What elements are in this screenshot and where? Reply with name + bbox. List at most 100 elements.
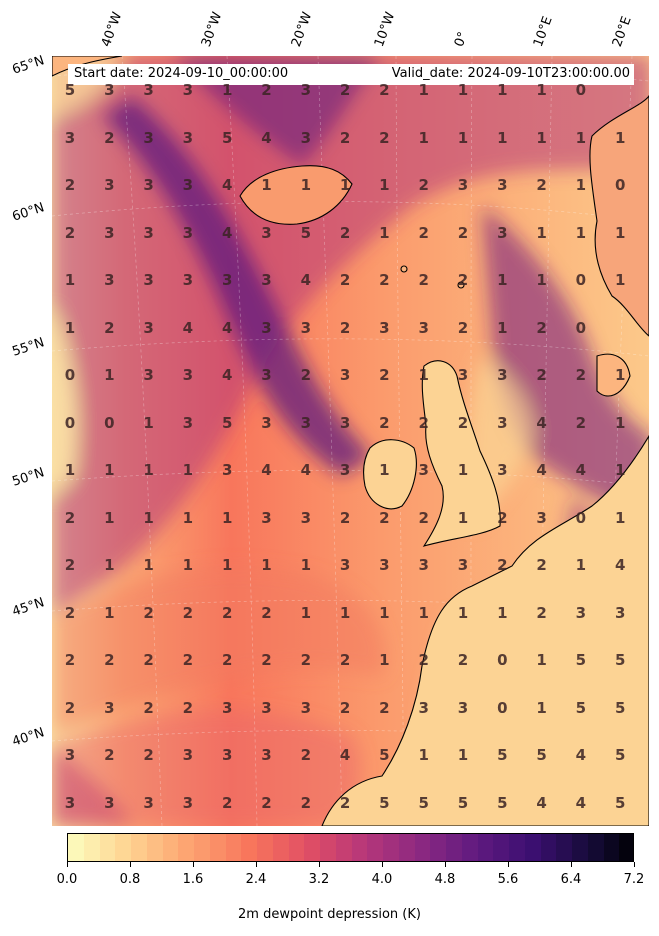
grid-value: 2 (575, 366, 587, 384)
colorbar-level (414, 834, 432, 861)
grid-value: 2 (339, 793, 351, 812)
grid-value: 1 (300, 603, 312, 622)
grid-value: 0 (497, 698, 508, 717)
grid-value: 0 (614, 176, 626, 194)
colorbar-level (99, 834, 117, 861)
grid-value: 4 (261, 461, 272, 479)
grid-value: 3 (182, 223, 194, 242)
iceland-outline (239, 165, 353, 225)
colorbar-level (131, 834, 148, 861)
grid-value: 2 (221, 603, 233, 622)
grid-value: 4 (536, 413, 547, 432)
grid-value: 2 (104, 746, 115, 764)
grid-value: 2 (457, 413, 469, 432)
grid-value: 3 (614, 603, 626, 622)
grid-value: 1 (614, 271, 626, 289)
lon-label: 30°W (198, 10, 226, 49)
colorbar-level (430, 834, 447, 861)
grid-value: 4 (536, 793, 547, 812)
grid-value: 1 (261, 556, 272, 574)
grid-value: 4 (575, 746, 587, 764)
grid-value: 3 (379, 318, 390, 337)
colorbar-tick-label: 3.2 (308, 872, 330, 887)
colorbar-level (461, 834, 479, 861)
colorbar-tickmark (67, 862, 68, 867)
grid-value: 1 (64, 271, 76, 289)
grid-value: 1 (104, 508, 115, 527)
grid-value: 1 (143, 413, 154, 432)
grid-value: 1 (497, 81, 508, 99)
grid-value: 1 (104, 603, 115, 622)
colorbar-level (446, 834, 463, 861)
valid-date: Valid_date: 2024-09-10T23:00:00.00 (391, 66, 630, 81)
grid-value: 2 (575, 413, 587, 432)
grid-value: 5 (614, 651, 626, 669)
grid-value: 3 (64, 746, 76, 764)
colorbar-tick-label: 0.8 (119, 872, 141, 887)
colorbar-level (83, 834, 101, 861)
lat-label: 60°N (10, 200, 47, 225)
grid-value: 2 (497, 556, 508, 574)
great-britain-outline (421, 360, 501, 547)
grid-value: 2 (457, 223, 469, 242)
grid-value: 3 (182, 366, 194, 384)
grid-value: 3 (300, 81, 312, 99)
lon-label: 20°E (609, 14, 635, 50)
grid-value: 3 (143, 128, 154, 147)
colorbar-level (509, 834, 526, 861)
grid-value: 1 (300, 176, 312, 194)
colorbar-level (524, 834, 542, 861)
colorbar-tickmark (193, 862, 194, 867)
grid-value: 3 (143, 793, 154, 812)
grid-value: 3 (261, 223, 272, 242)
colorbar-tickmark (382, 862, 383, 867)
grid-value: 5 (536, 746, 547, 764)
grid-value: 1 (614, 366, 626, 384)
grid-value: 1 (457, 461, 469, 479)
colorbar-level (572, 834, 589, 861)
grid-value: 1 (536, 651, 547, 669)
grid-value: 2 (339, 698, 351, 717)
lon-label: 0° (451, 29, 472, 49)
grid-value: 2 (339, 508, 351, 527)
grid-value: 3 (221, 271, 233, 289)
grid-value: 1 (536, 271, 547, 289)
grid-value: 3 (300, 508, 312, 527)
map-panel (52, 56, 649, 826)
colorbar-level (351, 834, 369, 861)
grid-value: 1 (221, 81, 233, 99)
colorbar-level (288, 834, 306, 861)
grid-value: 1 (379, 461, 390, 479)
grid-value: 1 (104, 461, 115, 479)
grid-value: 3 (182, 413, 194, 432)
lon-label: 10°W (371, 10, 399, 49)
grid-value: 5 (614, 746, 626, 764)
grid-value: 2 (339, 81, 351, 99)
grid-value: 0 (575, 508, 587, 527)
grid-value: 2 (104, 128, 115, 147)
grid-value: 3 (143, 81, 154, 99)
colorbar-tick-label: 4.8 (434, 872, 456, 887)
grid-value: 0 (575, 81, 587, 99)
grid-value: 2 (261, 81, 272, 99)
grid-value: 1 (614, 223, 626, 242)
grid-value: 1 (379, 651, 390, 669)
grid-value: 5 (497, 746, 508, 764)
grid-value: 4 (300, 461, 312, 479)
grid-value: 3 (418, 556, 429, 574)
grid-value: 2 (104, 651, 115, 669)
grid-value: 2 (457, 271, 469, 289)
grid-value: 3 (261, 698, 272, 717)
lon-label: 20°W (288, 10, 316, 49)
grid-value: 2 (379, 81, 390, 99)
grid-value: 3 (64, 793, 76, 812)
grid-value: 0 (497, 651, 508, 669)
grid-value: 1 (221, 508, 233, 527)
colorbar-tick-label: 1.6 (182, 872, 204, 887)
grid-value: 4 (614, 556, 626, 574)
grid-value: 3 (143, 271, 154, 289)
grid-value: 1 (64, 461, 76, 479)
grid-value: 1 (497, 318, 508, 337)
grid-value: 1 (575, 176, 587, 194)
lon-label: 40°W (98, 10, 126, 49)
